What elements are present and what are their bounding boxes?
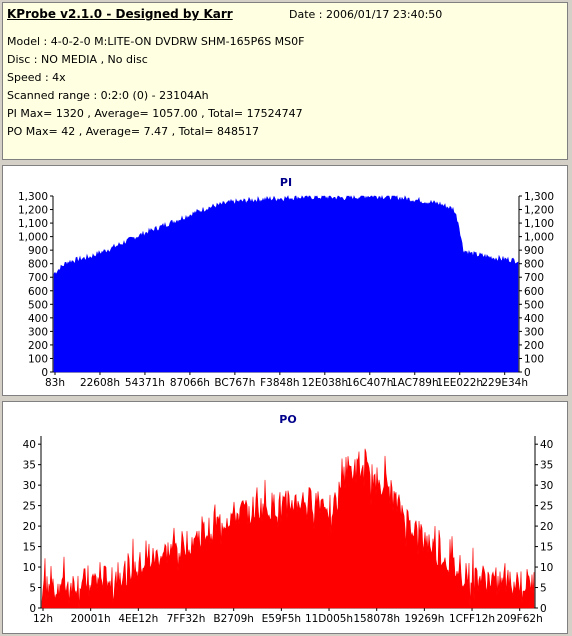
x-tick-label: E59F5h <box>262 613 301 625</box>
y-tick-label-left: 1,000 <box>18 232 48 244</box>
x-tick-label: 229E34h <box>481 377 528 389</box>
x-tick-label: 87066h <box>170 377 210 389</box>
y-tick-label-right: 400 <box>524 313 544 325</box>
y-tick-label-right: 700 <box>524 272 544 284</box>
y-tick-label-right: 900 <box>524 245 544 257</box>
y-tick-label-right: 1,000 <box>524 232 554 244</box>
y-tick-label-right: 40 <box>540 439 553 451</box>
y-tick-label-right: 600 <box>524 286 544 298</box>
x-tick-label: 1CFF12h <box>449 613 495 625</box>
x-tick-label: 83h <box>45 377 65 389</box>
y-tick-label-left: 900 <box>28 245 48 257</box>
x-tick-label: 209F62h <box>497 613 543 625</box>
y-tick-label-right: 5 <box>540 583 547 595</box>
y-tick-label-right: 100 <box>524 353 544 365</box>
x-tick-label: 1AC789h <box>391 377 439 389</box>
x-tick-label: 1EE022h <box>436 377 483 389</box>
y-tick-label-left: 100 <box>28 353 48 365</box>
series-area <box>53 194 519 373</box>
x-tick-label: 19269h <box>404 613 444 625</box>
x-tick-label: 16C407h <box>346 377 393 389</box>
chart-title: PO <box>279 413 296 426</box>
y-tick-label-left: 20 <box>23 521 36 533</box>
info-panel: KProbe v2.1.0 - Designed by Karr Date : … <box>2 2 568 160</box>
y-tick-label-left: 0 <box>41 367 48 379</box>
y-tick-label-left: 500 <box>28 299 48 311</box>
x-tick-label: 20001h <box>71 613 111 625</box>
y-tick-label-left: 25 <box>23 501 36 513</box>
y-tick-label-left: 5 <box>29 583 36 595</box>
y-tick-label-left: 10 <box>23 562 36 574</box>
y-tick-label-right: 1,300 <box>524 191 554 203</box>
y-tick-label-right: 35 <box>540 460 553 472</box>
y-tick-label-left: 300 <box>28 326 48 338</box>
y-tick-label-right: 30 <box>540 480 553 492</box>
y-tick-label-right: 200 <box>524 340 544 352</box>
po-chart: PO 0 0 5 5 10 10 15 15 20 20 25 25 30 30 35 35 40 40 12h 200… <box>23 413 554 625</box>
model-line: Model : 4-0-2-0 M:LITE-ON DVDRW SHM-165P… <box>7 35 305 48</box>
pi-summary-line: PI Max= 1320 , Average= 1057.00 , Total=… <box>7 107 303 120</box>
y-tick-label-right: 1,200 <box>524 205 554 217</box>
y-tick-label-left: 0 <box>29 603 36 615</box>
x-tick-label: BC767h <box>214 377 255 389</box>
y-tick-label-right: 500 <box>524 299 544 311</box>
speed-line: Speed : 4x <box>7 71 66 84</box>
y-tick-label-left: 600 <box>28 286 48 298</box>
y-tick-label-left: 40 <box>23 439 36 451</box>
x-tick-label: 7FF32h <box>167 613 206 625</box>
y-tick-label-right: 300 <box>524 326 544 338</box>
y-tick-label-right: 800 <box>524 259 544 271</box>
x-tick-label: 11D005h <box>305 613 353 625</box>
y-tick-label-right: 15 <box>540 542 553 554</box>
pi-chart-panel: PI 0 0 100 100 200 200 300 300 400 400 500 500 600 600… <box>2 165 568 396</box>
y-tick-label-left: 400 <box>28 313 48 325</box>
y-tick-label-left: 1,300 <box>18 191 48 203</box>
y-tick-label-right: 0 <box>524 367 531 379</box>
po-summary-line: PO Max= 42 , Average= 7.47 , Total= 8485… <box>7 125 259 138</box>
x-tick-label: 54371h <box>125 377 165 389</box>
chart-title: PI <box>280 176 292 189</box>
y-tick-label-right: 25 <box>540 501 553 513</box>
x-tick-label: B2709h <box>213 613 254 625</box>
y-tick-label-left: 200 <box>28 340 48 352</box>
y-tick-label-left: 15 <box>23 542 36 554</box>
y-tick-label-left: 1,200 <box>18 205 48 217</box>
x-tick-label: 158078h <box>353 613 400 625</box>
disc-line: Disc : NO MEDIA , No disc <box>7 53 148 66</box>
series-area <box>41 448 535 609</box>
x-tick-label: 22608h <box>80 377 120 389</box>
y-tick-label-right: 20 <box>540 521 553 533</box>
x-tick-label: 4EE12h <box>118 613 158 625</box>
y-tick-label-right: 1,100 <box>524 218 554 230</box>
y-tick-label-left: 30 <box>23 480 36 492</box>
y-tick-label-left: 35 <box>23 460 36 472</box>
po-chart-panel: PO 0 0 5 5 10 10 15 15 20 20 25 25 30 30 35 35 40 40 12h 200… <box>2 401 568 634</box>
x-tick-label: 12E038h <box>301 377 348 389</box>
app-title: KProbe v2.1.0 - Designed by Karr <box>7 7 233 21</box>
scan-date: Date : 2006/01/17 23:40:50 <box>289 8 443 21</box>
y-tick-label-right: 10 <box>540 562 553 574</box>
x-tick-label: F3848h <box>260 377 299 389</box>
scanned-range-line: Scanned range : 0:2:0 (0) - 23104Ah <box>7 89 209 102</box>
y-tick-label-left: 700 <box>28 272 48 284</box>
y-tick-label-right: 0 <box>540 603 547 615</box>
y-tick-label-left: 800 <box>28 259 48 271</box>
y-tick-label-left: 1,100 <box>18 218 48 230</box>
x-tick-label: 12h <box>33 613 53 625</box>
